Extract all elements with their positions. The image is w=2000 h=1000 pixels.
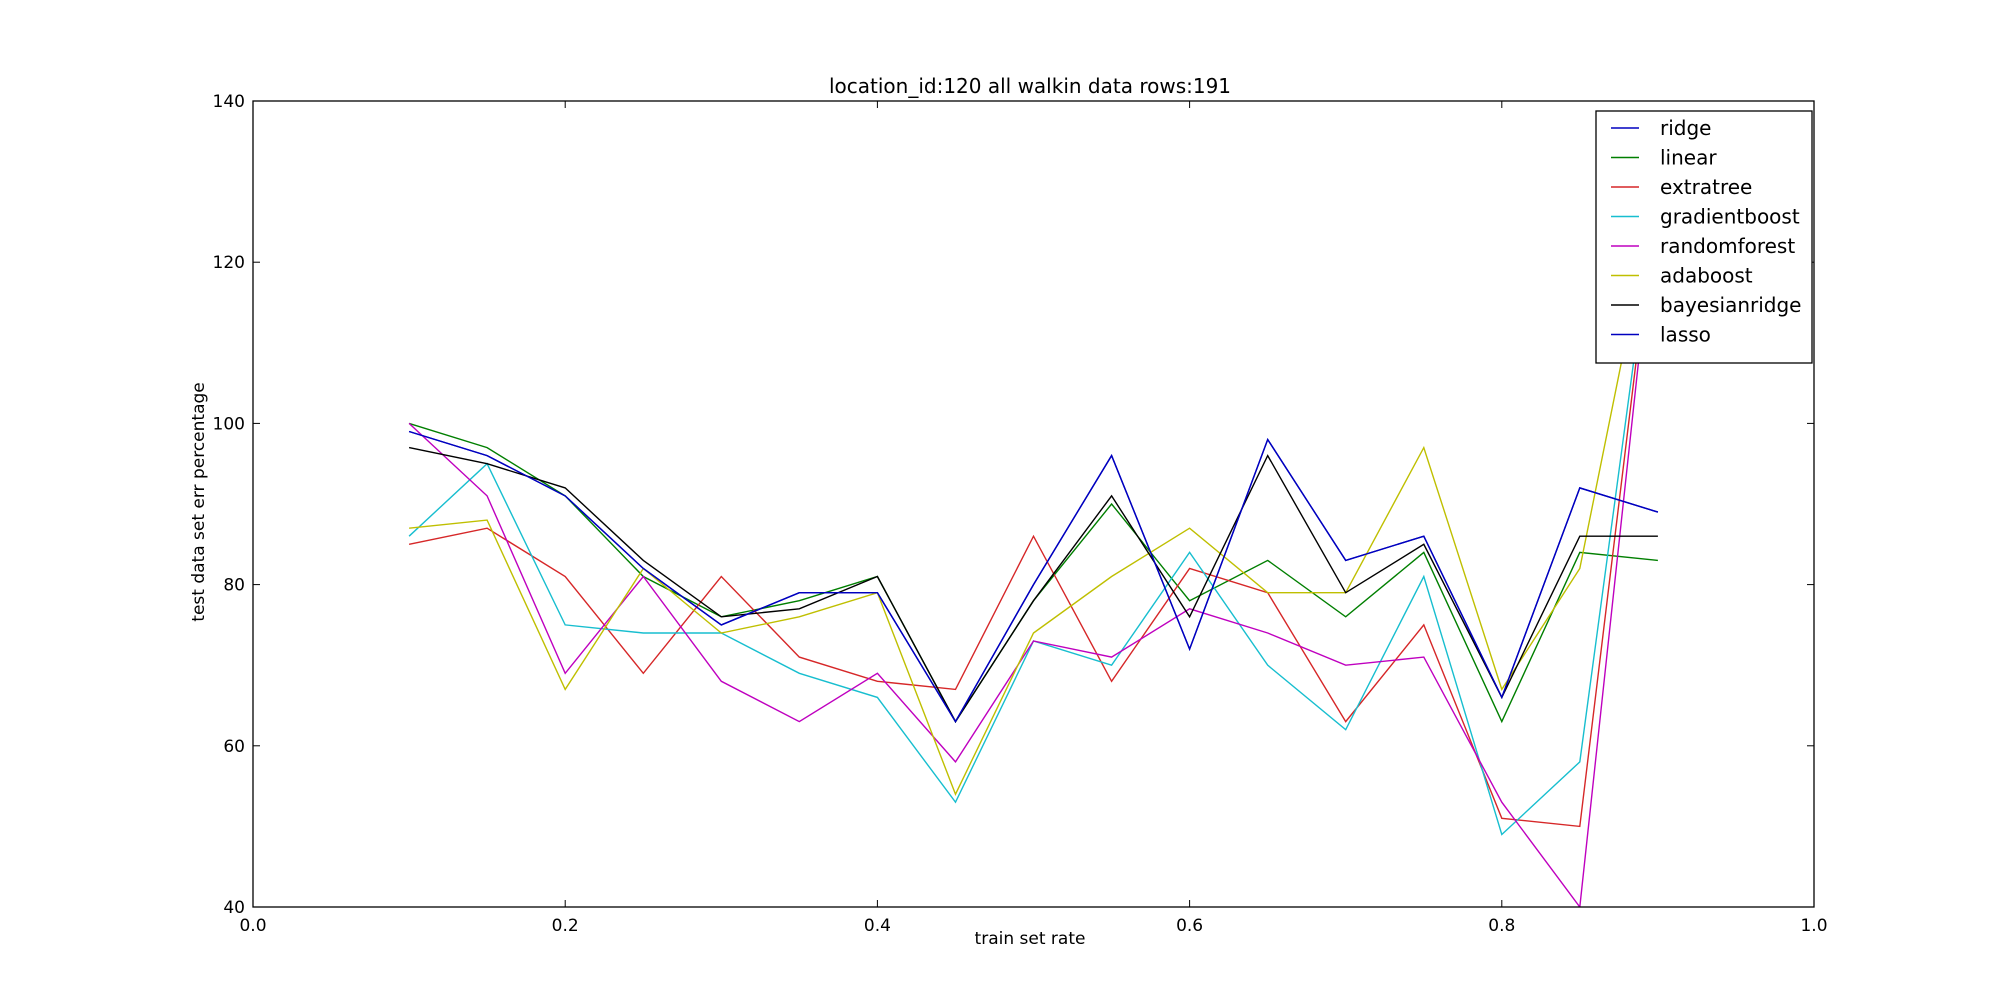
series-line-ridge [408,430,1659,723]
series-line-randomforest [408,181,1659,907]
plot-frame [252,100,1815,908]
y-tick-label: 80 [223,576,245,596]
chart-title: location_id:120 all walkin data rows:191 [829,74,1231,98]
legend: ridge linear extratree gradientboost randomf… [1595,110,1813,364]
legend-label-linear: linear [1660,146,1717,170]
legend-label-lasso: lasso [1660,323,1711,347]
series-line-extratree [408,181,1659,828]
y-tick-label: 60 [223,737,245,757]
y-tick-label: 120 [213,253,245,273]
x-axis-label: train set rate [975,929,1086,949]
legend-label-extratree: extratree [1660,175,1752,199]
y-tick-label: 140 [213,92,245,112]
y-axis-label: test data set err percentage [189,382,209,621]
x-tick-label: 1.0 [1800,916,1827,936]
x-tick-label: 0.6 [1176,916,1203,936]
y-tick-label: 100 [213,414,245,434]
legend-label-ridge: ridge [1660,116,1711,140]
series-line-bayesianridge [408,446,1658,723]
series-line-linear [408,422,1658,724]
x-tick-label: 0.4 [864,916,891,936]
legend-box [1595,110,1813,364]
y-tick-label: 40 [223,898,245,918]
series-line-gradientboost [408,181,1659,836]
legend-label-gradientboost: gradientboost [1660,205,1800,229]
series-line-adaboost [409,181,1659,796]
x-tick-label: 0.0 [239,916,266,936]
legend-label-bayesianridge: bayesianridge [1660,293,1801,317]
legend-label-adaboost: adaboost [1660,264,1753,288]
legend-label-randomforest: randomforest [1660,234,1795,258]
series-line-lasso [408,430,1659,723]
plot-lines [408,181,1659,907]
axes: 0.0 0.2 0.4 0.6 0.8 1.0 40 60 80 100 120 140 [213,92,1828,936]
x-tick-label: 0.2 [552,916,579,936]
x-tick-label: 0.8 [1488,916,1515,936]
